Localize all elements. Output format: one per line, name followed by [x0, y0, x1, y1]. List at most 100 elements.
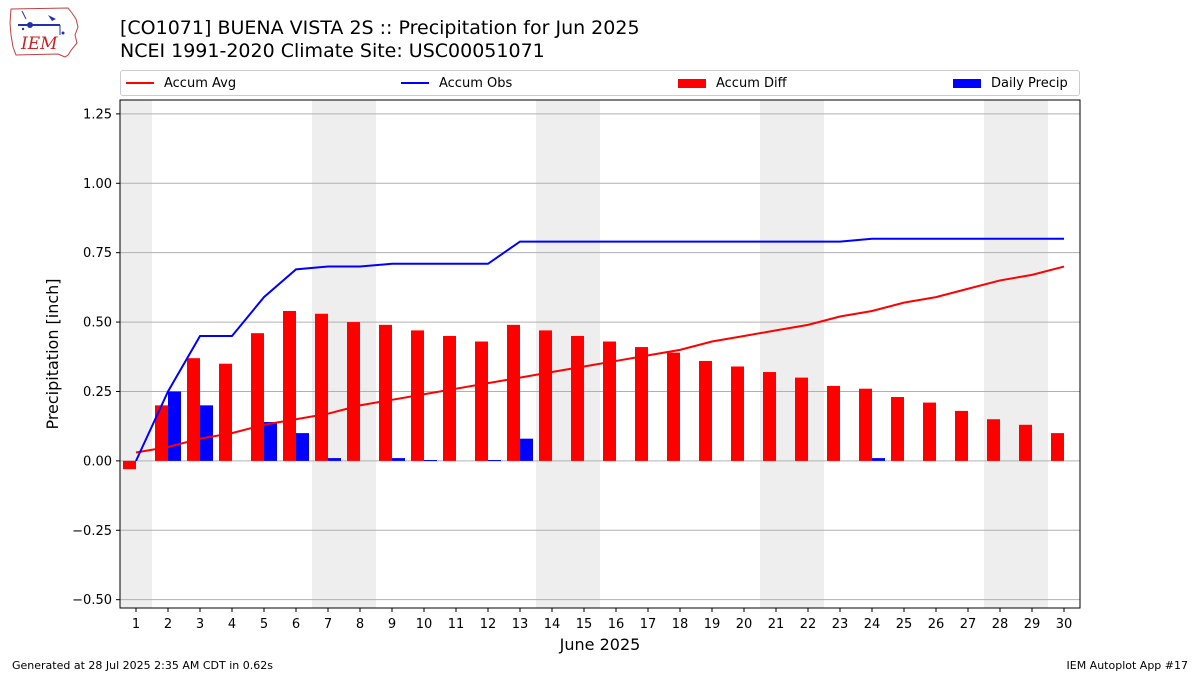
daily-precip-bar	[200, 405, 213, 461]
x-tick-label: 21	[768, 617, 785, 632]
x-tick-label: 22	[800, 617, 817, 632]
accum-diff-bar	[539, 330, 552, 461]
legend-label: Accum Obs	[439, 75, 513, 91]
bars	[123, 310, 1064, 470]
x-tick-label: 1	[132, 617, 140, 632]
daily-precip-bar	[264, 422, 277, 461]
x-tick-label: 8	[356, 617, 364, 632]
accum-diff-bar	[603, 341, 616, 461]
y-tick-label: 0.25	[83, 385, 112, 400]
accum-diff-bar	[219, 363, 232, 461]
accum-diff-bar	[347, 322, 360, 461]
accum-diff-bar	[443, 335, 456, 461]
x-tick-label: 5	[260, 617, 268, 632]
x-tick-label: 15	[576, 617, 593, 632]
chart-subtitle: NCEI 1991-2020 Climate Site: USC00051071	[120, 40, 545, 62]
x-tick-label: 28	[992, 617, 1009, 632]
app-credit: IEM Autoplot App #17	[1066, 659, 1189, 672]
legend-swatch	[678, 78, 706, 88]
daily-precip-bar	[872, 458, 885, 461]
weekend-band	[1016, 100, 1048, 608]
x-tick-label: 13	[512, 617, 529, 632]
x-tick-label: 25	[896, 617, 913, 632]
y-tick-label: −0.50	[72, 593, 112, 608]
legend-item-accum-diff: Accum Diff	[678, 71, 787, 95]
weekend-band	[792, 100, 824, 608]
x-tick-label: 3	[196, 617, 204, 632]
logo-text: IEM	[21, 34, 58, 54]
accum-diff-bar	[571, 335, 584, 461]
plot-frame	[119, 99, 1081, 609]
legend-swatch	[953, 78, 981, 88]
y-tick-label: 0.00	[83, 454, 112, 469]
accum-diff-bar	[475, 341, 488, 461]
x-tick-label: 6	[292, 617, 300, 632]
accum-diff-bar	[251, 333, 264, 461]
daily-precip-bar	[520, 438, 533, 461]
accum-diff-bar	[1019, 424, 1032, 461]
accum-diff-bar	[315, 313, 328, 461]
accum-diff-bar	[859, 388, 872, 461]
iem-iowa-logo-icon	[9, 7, 79, 58]
x-tick-label: 26	[928, 617, 945, 632]
legend-item-daily-precip: Daily Precip	[953, 71, 1068, 95]
x-tick-label: 24	[864, 617, 881, 632]
weekend-band	[120, 100, 152, 608]
accum-avg-line	[135, 265, 1065, 454]
iem-logo: IEM	[8, 5, 82, 59]
gridlines	[120, 113, 1080, 601]
accum-diff-bar	[507, 324, 520, 461]
accum-diff-bar	[699, 360, 712, 461]
x-tick-label: 19	[704, 617, 721, 632]
accum-diff-bar	[1051, 433, 1064, 461]
accum-diff-bar	[123, 460, 136, 470]
accum-obs-line	[135, 237, 1064, 462]
daily-precip-bar	[392, 458, 405, 461]
accum-diff-bar	[987, 419, 1000, 461]
x-tick-label: 20	[736, 617, 753, 632]
x-tick-label: 27	[960, 617, 977, 632]
x-tick-label: 12	[480, 617, 497, 632]
x-tick-label: 30	[1056, 617, 1073, 632]
accum-diff-bar	[891, 397, 904, 461]
accum-lines	[135, 237, 1065, 462]
y-tick-label: −0.25	[72, 524, 112, 539]
x-tick-label: 7	[324, 617, 332, 632]
accum-diff-bar	[187, 358, 200, 461]
x-tick-label: 11	[448, 617, 465, 632]
x-axis-label: June 2025	[559, 635, 641, 654]
x-tick-label: 14	[544, 617, 561, 632]
y-tick-label: 1.25	[83, 107, 112, 122]
x-tick-label: 17	[640, 617, 657, 632]
legend-swatch	[401, 82, 429, 84]
daily-precip-bar	[168, 391, 181, 461]
legend-item-accum-obs: Accum Obs	[401, 71, 512, 95]
axis-ticks: −0.50−0.250.000.250.500.751.001.251 2 3 4 5 6…	[72, 107, 1072, 632]
weekend-band	[984, 100, 1016, 608]
accum-diff-bar	[795, 377, 808, 461]
accum-diff-bar	[923, 402, 936, 461]
daily-precip-bar	[488, 460, 501, 462]
y-tick-label: 0.75	[83, 246, 112, 261]
legend-item-accum-avg: Accum Avg	[126, 71, 236, 95]
accum-diff-bar	[731, 366, 744, 461]
accum-diff-bar	[667, 352, 680, 461]
legend-label: Accum Avg	[164, 75, 237, 91]
accum-diff-bar	[379, 324, 392, 461]
accum-diff-bar	[763, 372, 776, 461]
x-tick-label: 9	[388, 617, 396, 632]
x-tick-label: 10	[416, 617, 433, 632]
accum-diff-bar	[955, 410, 968, 461]
daily-precip-bar	[328, 458, 341, 461]
daily-precip-bar	[296, 433, 309, 461]
x-tick-label: 23	[832, 617, 849, 632]
x-tick-label: 16	[608, 617, 625, 632]
accum-diff-bar	[283, 310, 296, 461]
x-tick-label: 4	[228, 617, 236, 632]
weekend-band	[760, 100, 792, 608]
legend-label: Daily Precip	[991, 75, 1068, 91]
generated-timestamp: Generated at 28 Jul 2025 2:35 AM CDT in …	[12, 659, 273, 672]
legend-swatch	[126, 82, 154, 84]
y-tick-label: 1.00	[83, 177, 112, 192]
